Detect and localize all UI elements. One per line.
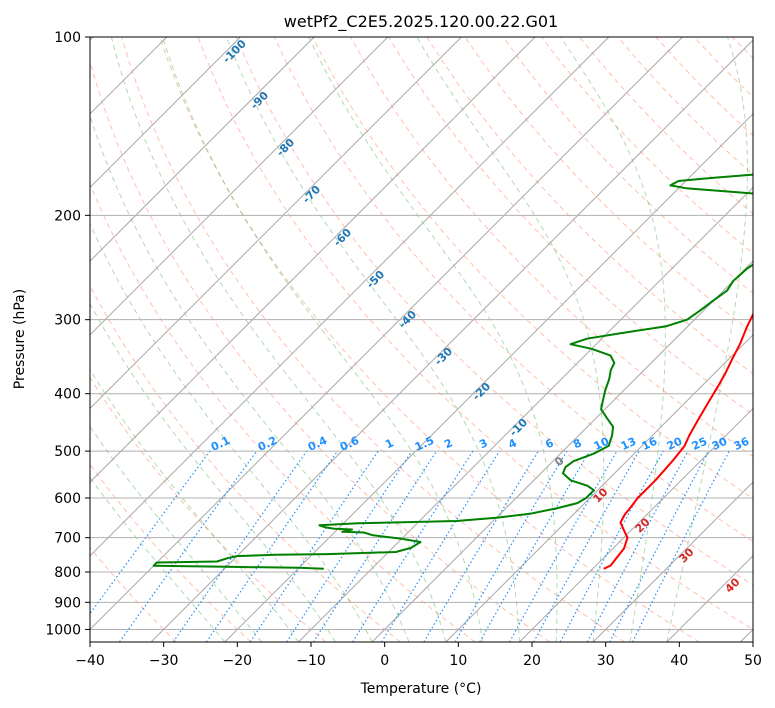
moist-adiabat-line	[90, 476, 226, 642]
plot-frame	[89, 36, 754, 643]
y-axis-label: Pressure (hPa)	[12, 289, 28, 389]
mixing-ratio-line	[286, 450, 413, 642]
temperature-profile	[603, 312, 753, 570]
mixing-ratio-line	[533, 450, 640, 642]
isotherm-line	[90, 37, 462, 410]
chart-title: wetPf2_C2E5.2025.120.00.22.G01	[284, 12, 558, 32]
mixing-ratio-line	[90, 450, 211, 615]
mixing-ratio-label: 16	[640, 435, 660, 453]
dewpoint-profile	[152, 173, 753, 570]
y-tick-label: 800	[54, 565, 81, 581]
isotherm-line	[592, 481, 753, 642]
isotherm-line	[298, 186, 753, 642]
x-tick-label: −20	[223, 653, 253, 669]
mixing-ratio-label: 36	[732, 435, 752, 453]
y-tick-label: 600	[54, 491, 81, 507]
dry-adiabat-line	[90, 463, 252, 642]
moist-adiabat-line	[560, 37, 666, 642]
mixing-ratio-line	[509, 450, 618, 642]
dry-adiabat-line	[159, 37, 700, 642]
x-tick-label: −30	[149, 653, 179, 669]
x-axis: −40 −30 −20 −10 0 10 20 30 40 50	[75, 642, 762, 669]
x-tick-label: 50	[744, 653, 762, 669]
moist-adiabat-line	[90, 222, 373, 642]
isotherm-line	[90, 37, 610, 557]
pressure-gridlines	[90, 37, 753, 630]
mixing-ratio-label: 10	[592, 435, 612, 453]
x-tick-label: −10	[296, 653, 326, 669]
isotherm-line	[90, 37, 241, 189]
isotherm-line	[224, 113, 753, 642]
isotherms	[90, 37, 753, 642]
dry-adiabat-line	[235, 37, 753, 586]
isotherm-line	[90, 37, 536, 483]
dry-adiabat-line	[388, 37, 753, 416]
x-tick-label: 10	[449, 653, 467, 669]
mixing-ratio-line	[205, 450, 338, 642]
isotherm-line	[90, 37, 683, 631]
mixing-ratio-label: 25	[690, 435, 709, 453]
mixing-ratio-line	[172, 450, 308, 642]
mixing-ratio-label: 13	[619, 435, 638, 453]
moist-adiabat-line	[110, 37, 447, 642]
x-axis-label: Temperature (°C)	[360, 681, 482, 697]
plot-area	[90, 37, 753, 642]
dry-adiabat-line	[502, 37, 753, 294]
moist-adiabat-line	[90, 368, 299, 642]
x-tick-label: 40	[670, 653, 688, 669]
mixing-ratio-line	[632, 450, 730, 642]
isotherm-line	[90, 37, 389, 336]
x-tick-label: −40	[75, 653, 105, 669]
isotherm-line	[90, 37, 315, 262]
y-tick-label: 900	[54, 595, 81, 611]
isotherm-line	[445, 334, 753, 642]
isotherm-line	[150, 39, 753, 642]
y-tick-label: 200	[54, 208, 81, 224]
moist-adiabat-line	[90, 425, 262, 642]
moist-adiabats	[90, 37, 748, 642]
y-tick-label: 300	[54, 313, 81, 329]
moist-adiabat-line	[416, 37, 605, 642]
mixing-ratio-line	[559, 450, 664, 642]
y-tick-label: 700	[54, 531, 81, 547]
mixing-ratio-line	[381, 450, 501, 642]
mixing-ratio-line	[249, 450, 379, 642]
sounding-series	[152, 173, 753, 570]
mixing-ratio-label: 20	[665, 435, 685, 453]
mixing-ratio-line	[352, 450, 474, 642]
isotherm-line	[371, 260, 753, 642]
moist-adiabat-line	[308, 37, 558, 642]
moist-adiabat-line	[226, 37, 520, 642]
x-tick-label: 20	[523, 653, 541, 669]
y-axis: 100 200 300 400 500 600 700 800 900 1000	[45, 30, 90, 638]
y-tick-label: 500	[54, 444, 81, 460]
mixing-ratio-label: 30	[710, 435, 730, 453]
moist-adiabat-line	[90, 114, 410, 642]
x-tick-label: 30	[597, 653, 615, 669]
mixing-ratio-lines	[90, 450, 730, 642]
moist-adiabat-line	[162, 37, 484, 642]
y-tick-label: 1000	[45, 622, 81, 638]
mixing-ratio-line	[119, 450, 258, 642]
y-tick-label: 400	[54, 387, 81, 403]
dry-adiabat-line	[197, 37, 753, 630]
dry-adiabat-line	[90, 182, 476, 642]
x-tick-label: 0	[380, 653, 389, 669]
dry-adiabat-line	[90, 376, 327, 642]
isotherm-line	[519, 407, 753, 642]
dry-adiabat-line	[90, 60, 551, 642]
dry-adiabat-line	[121, 37, 625, 642]
mixing-ratio-line	[312, 450, 438, 642]
y-tick-label: 100	[54, 30, 81, 46]
dry-adiabat-line	[90, 546, 177, 642]
